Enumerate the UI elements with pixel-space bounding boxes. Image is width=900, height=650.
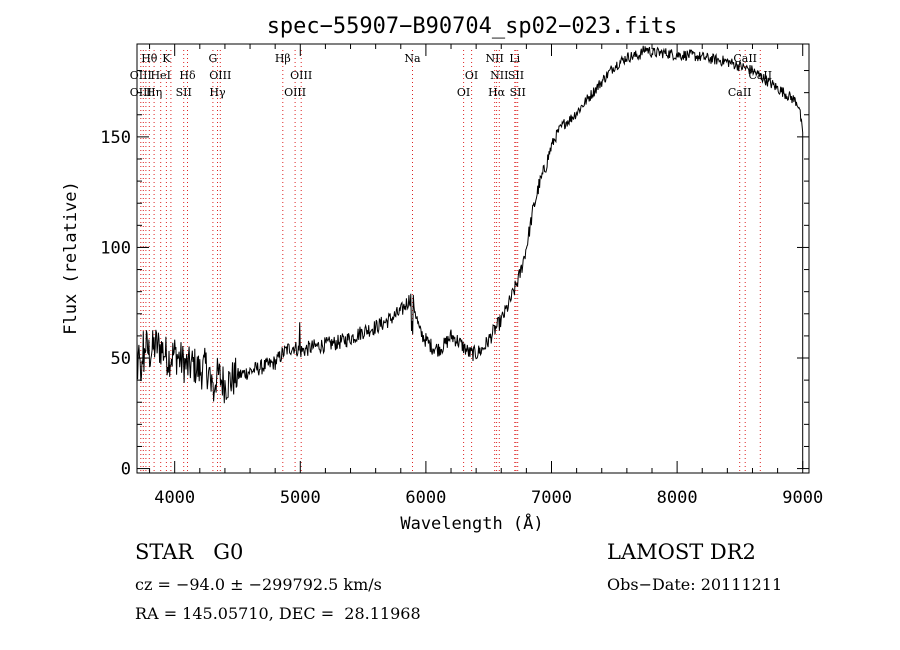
y-tick-label: 100 xyxy=(100,238,131,258)
line-label: NII xyxy=(486,52,504,65)
coordinates: RA = 145.05710, DEC = 28.11968 xyxy=(135,604,421,623)
line-label: OIII xyxy=(290,69,312,82)
line-label: Hα xyxy=(488,86,506,99)
line-label: SII xyxy=(176,86,192,99)
x-axis: 4000 5000 6000 7000 8000 9000 xyxy=(149,44,823,508)
x-tick-label: 8000 xyxy=(657,488,698,508)
spectrum-series xyxy=(136,45,804,469)
y-tick-label: 150 xyxy=(100,128,131,148)
line-label: Hθ xyxy=(141,52,158,65)
y-tick-label: 0 xyxy=(121,460,131,480)
survey-name: LAMOST DR2 xyxy=(607,540,756,564)
line-label: Li xyxy=(509,52,520,65)
line-label: G xyxy=(209,52,218,65)
line-label: Hβ xyxy=(275,52,291,65)
y-tick-label: 50 xyxy=(111,349,131,369)
line-label: OI xyxy=(465,69,478,82)
line-label: NII xyxy=(490,69,508,82)
x-tick-label: 5000 xyxy=(280,488,321,508)
y-axis-label: Flux (relative) xyxy=(61,181,81,335)
line-label: OIII xyxy=(284,86,306,99)
y-axis: 0 50 100 150 xyxy=(100,70,809,480)
line-label: HeI xyxy=(150,69,170,82)
chart-title: spec−55907−B90704_sp02−023.fits xyxy=(267,14,678,39)
line-label: Hγ xyxy=(209,86,226,99)
spectrum-line xyxy=(136,45,804,469)
line-label: Hη xyxy=(146,86,162,99)
line-label: OIII xyxy=(209,69,231,82)
x-tick-label: 9000 xyxy=(782,488,823,508)
line-marker-group xyxy=(140,50,761,473)
x-tick-label: 6000 xyxy=(405,488,446,508)
line-label: CaII xyxy=(748,69,772,82)
object-class: STAR G0 xyxy=(135,540,244,564)
x-tick-label: 7000 xyxy=(531,488,572,508)
x-axis-label: Wavelength (Å) xyxy=(400,512,543,534)
line-label: OIII xyxy=(130,69,152,82)
line-label: CaII xyxy=(728,86,752,99)
line-label: Na xyxy=(404,52,421,65)
line-label: SII xyxy=(510,86,526,99)
line-label: SII xyxy=(508,69,524,82)
line-label: K xyxy=(162,52,171,65)
x-tick-label: 4000 xyxy=(154,488,195,508)
line-label: OIII xyxy=(130,86,152,99)
line-label: OI xyxy=(457,86,470,99)
observation-date: Obs−Date: 20111211 xyxy=(607,575,783,594)
line-label: CaII xyxy=(733,52,757,65)
plot-frame xyxy=(136,43,810,474)
redshift-info: cz = −94.0 ± −299792.5 km/s xyxy=(135,575,382,594)
line-label: Hδ xyxy=(179,69,196,82)
line-label-group: Hθ KOIIIHeIOIIIHηHδSIIGOIIIHγHβOIIIOIIINa… xyxy=(130,52,772,99)
